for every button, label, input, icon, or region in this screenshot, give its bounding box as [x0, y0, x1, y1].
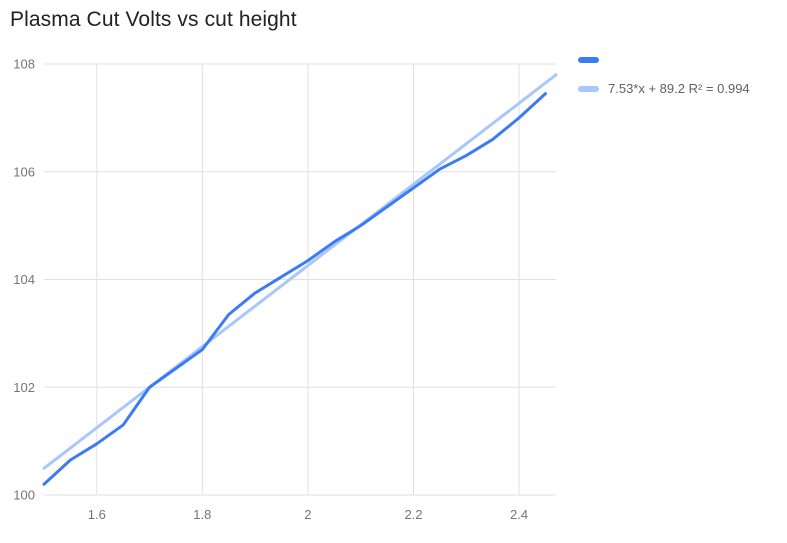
y-tick-label: 104 — [13, 272, 35, 287]
trendline — [42, 73, 558, 470]
x-tick-label: 2 — [304, 507, 311, 522]
y-tick-label: 102 — [13, 380, 35, 395]
y-tick-label: 106 — [13, 164, 35, 179]
y-tick-label: 108 — [13, 57, 35, 72]
x-tick-label: 1.6 — [88, 507, 106, 522]
series-swatch — [578, 57, 599, 63]
x-tick-label: 2.4 — [510, 507, 528, 522]
series-line — [42, 92, 547, 486]
y-tick-label: 100 — [13, 488, 35, 503]
x-tick-label: 1.8 — [193, 507, 211, 522]
chart-title: Plasma Cut Volts vs cut height — [10, 8, 297, 31]
legend-entry-series — [578, 57, 778, 63]
chart-legend: 7.53*x + 89.2 R² = 0.994 — [578, 57, 778, 114]
legend-entry-trendline: 7.53*x + 89.2 R² = 0.994 — [578, 81, 778, 96]
trendline-legend-label: 7.53*x + 89.2 R² = 0.994 — [608, 81, 750, 96]
x-tick-label: 2.2 — [404, 507, 422, 522]
trendline-swatch — [578, 85, 599, 92]
